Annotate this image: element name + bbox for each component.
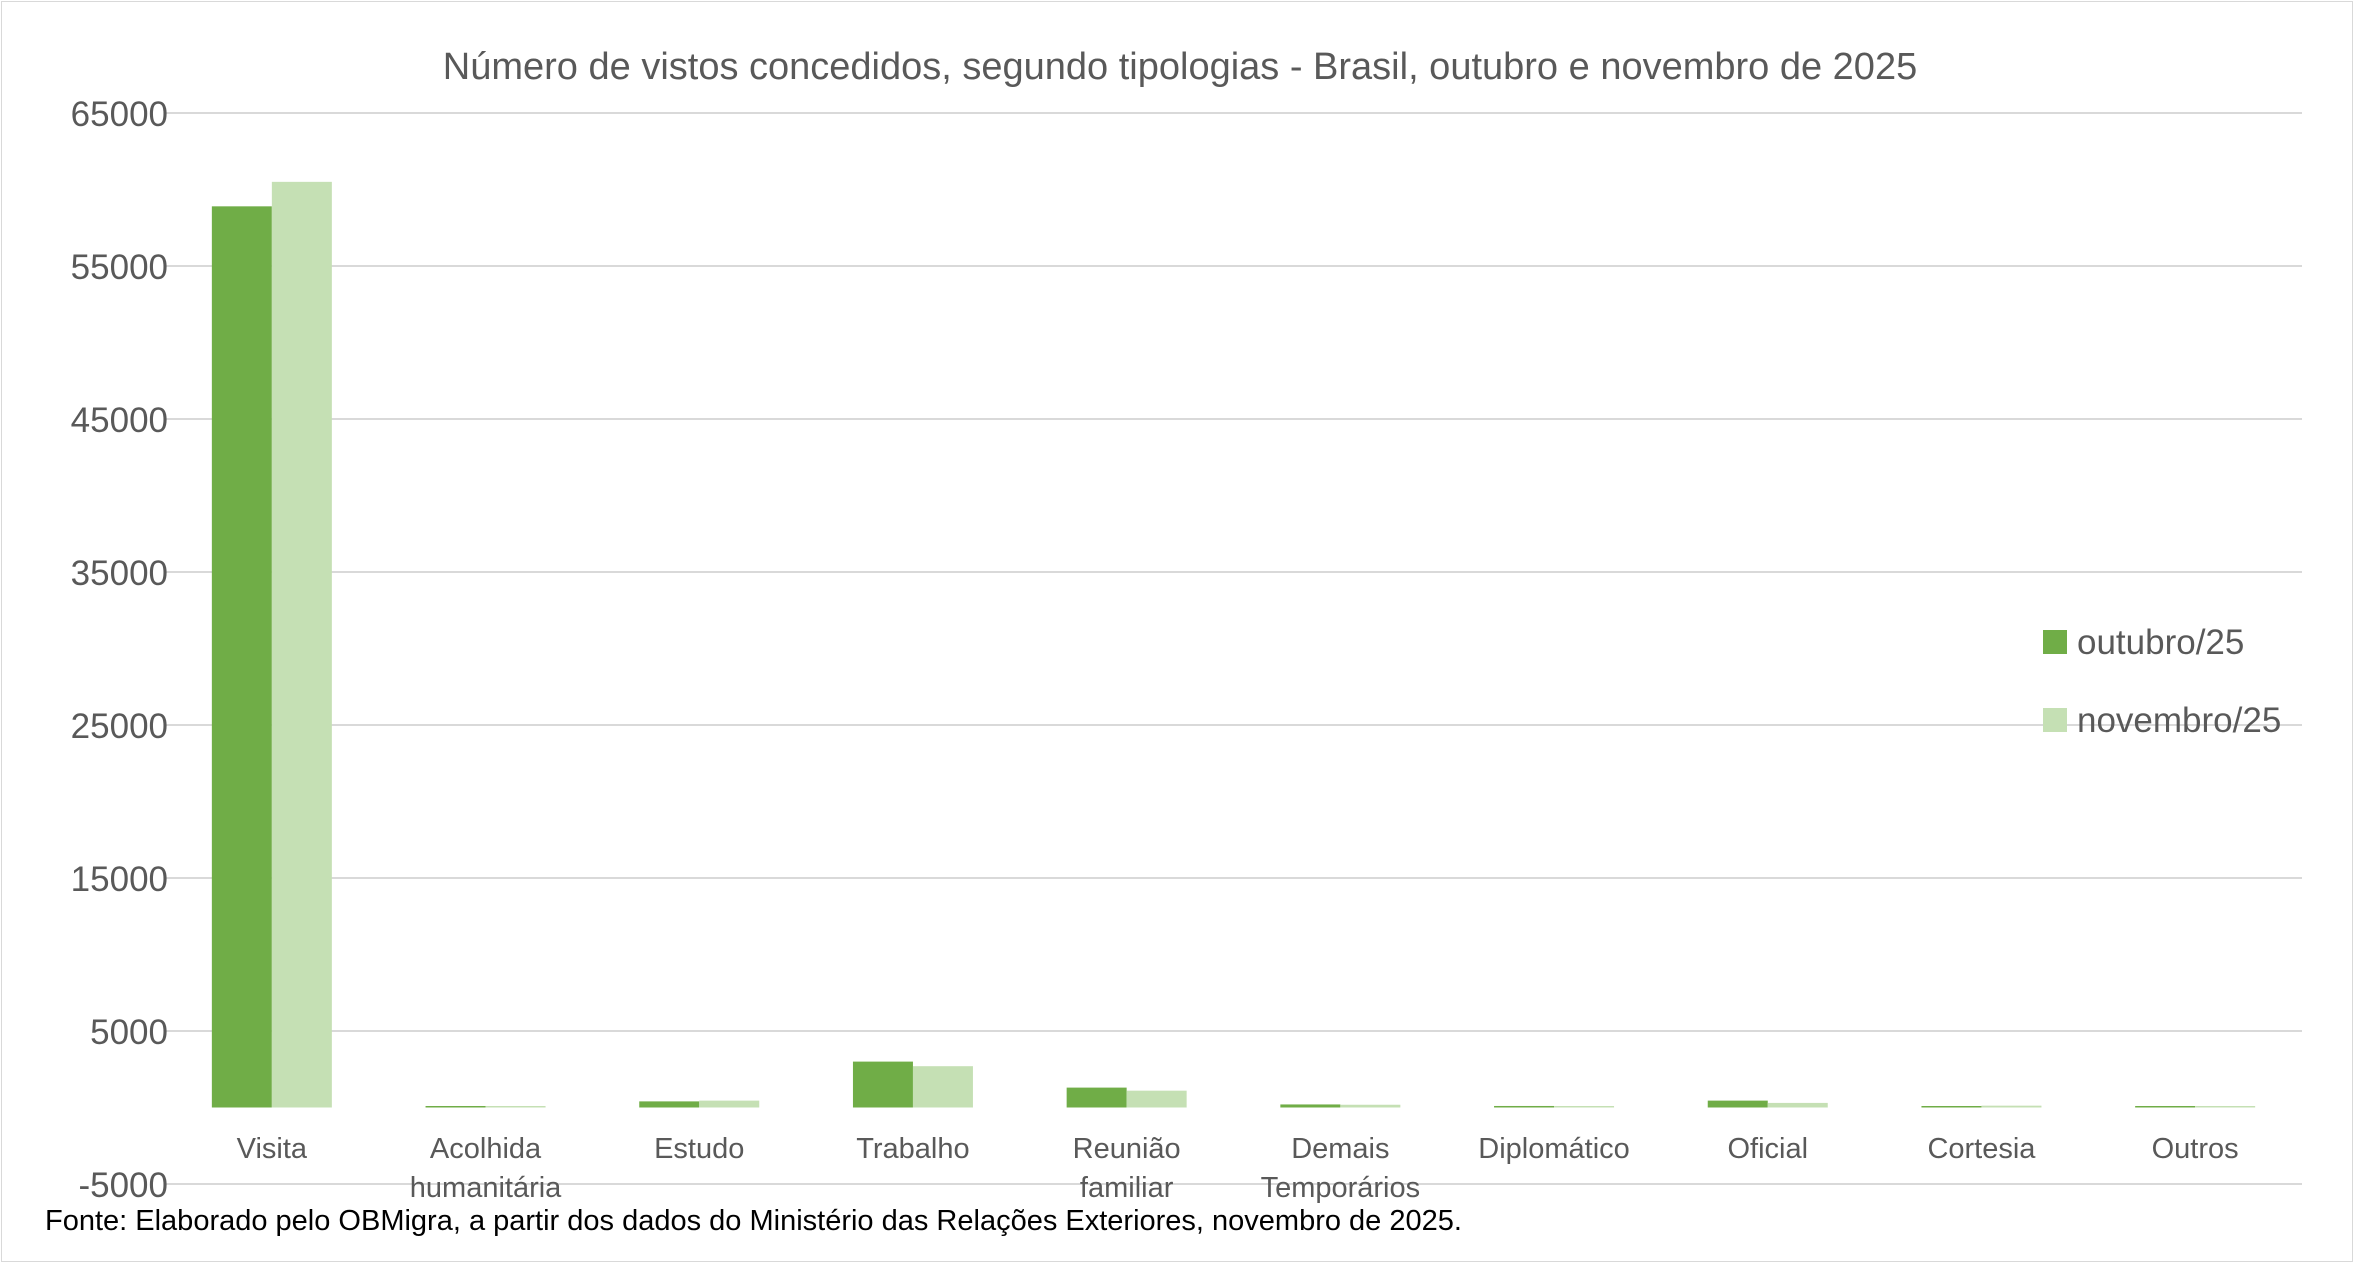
bars <box>211 181 2256 1108</box>
y-tick-label: 5000 <box>90 1013 168 1052</box>
legend-swatch <box>2043 630 2067 654</box>
bar-outubro-25-3 <box>852 1061 913 1108</box>
x-category-label: Estudo <box>654 1133 744 1165</box>
bar-outubro-25-8 <box>1921 1106 1982 1108</box>
legend-label: novembro/25 <box>2077 701 2281 740</box>
x-category-label: Oficial <box>1727 1133 1808 1165</box>
x-category-label: Visita <box>237 1133 308 1165</box>
bar-novembro-25-0 <box>271 181 332 1108</box>
bar-outubro-25-2 <box>639 1101 700 1108</box>
bar-novembro-25-2 <box>699 1100 760 1108</box>
y-tick-label: 55000 <box>71 248 168 287</box>
y-tick-label: 65000 <box>71 95 168 134</box>
bar-novembro-25-8 <box>1981 1105 2042 1108</box>
x-category-label: Diplomático <box>1478 1133 1630 1165</box>
x-axis-category-labels: Visita Acolhida humanitária Estudo Trabalho R… <box>237 1133 2239 1204</box>
bar-outubro-25-9 <box>2135 1106 2196 1108</box>
gridlines <box>165 112 2302 1185</box>
y-axis-tick-labels: -5000 5000 15000 25000 35000 45000 55000 65000 <box>71 95 168 1205</box>
bar-outubro-25-1 <box>425 1106 486 1108</box>
bar-novembro-25-4 <box>1126 1090 1187 1108</box>
y-tick-label: -5000 <box>78 1166 168 1205</box>
x-category-label: Acolhida humanitária <box>410 1133 562 1204</box>
bar-outubro-25-6 <box>1494 1105 1555 1108</box>
source-note: Fonte: Elaborado pelo OBMigra, a partir … <box>45 1205 1462 1237</box>
bar-novembro-25-3 <box>912 1066 973 1108</box>
bar-novembro-25-1 <box>485 1106 546 1108</box>
chart-title: Número de vistos concedidos, segundo tip… <box>443 46 1917 88</box>
y-tick-label: 25000 <box>71 707 168 746</box>
bar-outubro-25-0 <box>211 206 272 1108</box>
x-category-label: Outros <box>2152 1133 2239 1165</box>
x-category-label: Demais Temporários <box>1261 1133 1421 1204</box>
y-tick-label: 15000 <box>71 860 168 899</box>
legend-label: outubro/25 <box>2077 623 2244 662</box>
bar-novembro-25-6 <box>1554 1106 1615 1108</box>
x-category-label: Trabalho <box>856 1133 969 1165</box>
x-category-label: Cortesia <box>1927 1133 2036 1165</box>
y-tick-label: 35000 <box>71 554 168 593</box>
bar-outubro-25-5 <box>1280 1104 1341 1108</box>
bar-novembro-25-5 <box>1340 1104 1401 1108</box>
x-category-label: Reunião familiar <box>1073 1133 1181 1204</box>
bar-outubro-25-4 <box>1066 1087 1127 1108</box>
bar-novembro-25-9 <box>2195 1106 2256 1108</box>
legend-swatch <box>2043 708 2067 732</box>
bar-outubro-25-7 <box>1707 1100 1768 1108</box>
y-tick-label: 45000 <box>71 401 168 440</box>
legend: outubro/25 novembro/25 <box>2043 623 2281 740</box>
bar-novembro-25-7 <box>1767 1102 1828 1108</box>
